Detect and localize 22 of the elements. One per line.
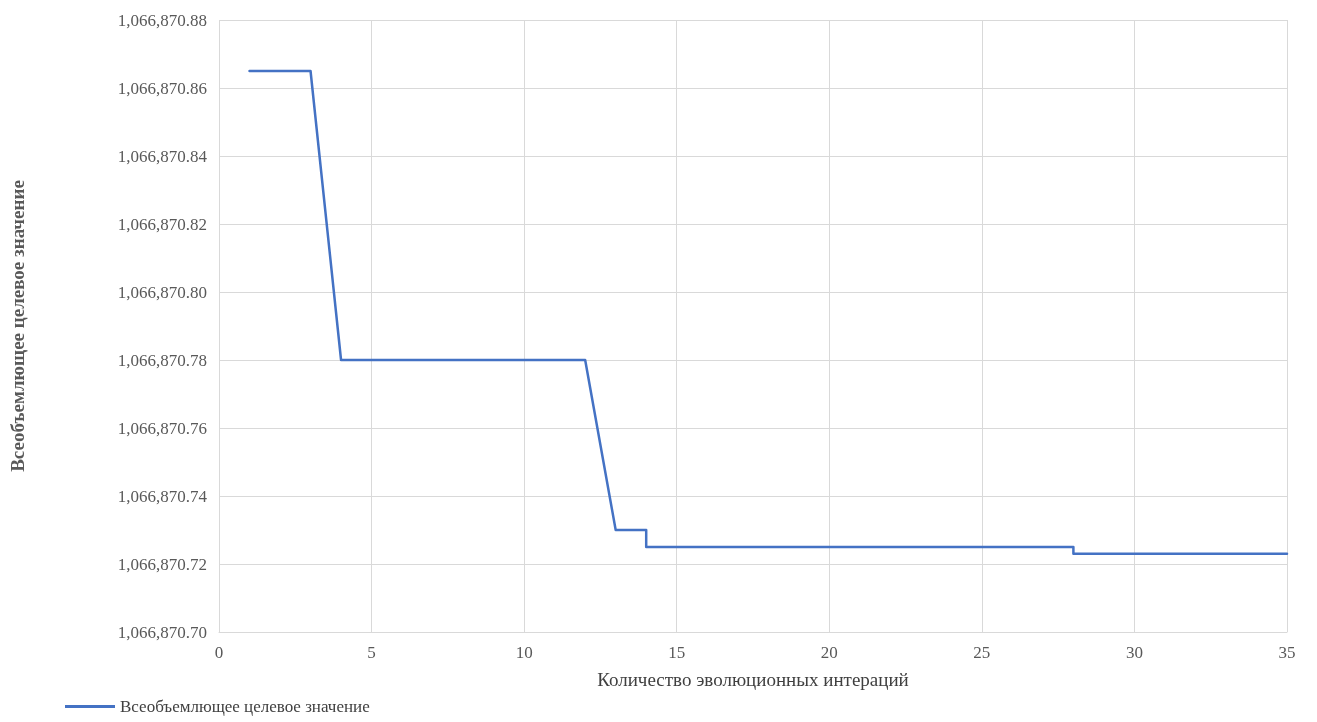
x-tick-label: 15	[668, 643, 686, 662]
x-tick-label: 30	[1125, 643, 1143, 662]
y-tick-label: 1,066,870.76	[117, 418, 207, 438]
y-tick-label: 1,066,870.80	[117, 282, 207, 302]
y-tick-label: 1,066,870.70	[117, 622, 207, 642]
y-tick-label: 1,066,870.74	[117, 486, 208, 506]
y-tick-label: 1,066,870.86	[117, 78, 207, 98]
x-tick-label: 10	[515, 643, 533, 662]
y-tick-label: 1,066,870.78	[117, 350, 207, 370]
y-axis-title: Всеобъемлющее целевое значение	[7, 180, 28, 472]
x-tick-label: 5	[367, 643, 376, 662]
x-tick-label: 25	[973, 643, 991, 662]
x-axis-title: Количество эволюционных интераций	[597, 669, 909, 690]
line-series	[248, 69, 1289, 556]
x-tick-label: 35	[1278, 643, 1296, 662]
y-tick-label: 1,066,870.82	[117, 214, 207, 234]
x-tick-label: 20	[820, 643, 838, 662]
y-tick-label: 1,066,870.72	[117, 554, 207, 574]
x-tick-label: 0	[214, 643, 224, 662]
y-tick-label: 1,066,870.88	[117, 10, 207, 30]
y-tick-label: 1,066,870.84	[117, 146, 208, 166]
legend-label: Всеобъемлющее целевое значение	[120, 697, 370, 716]
